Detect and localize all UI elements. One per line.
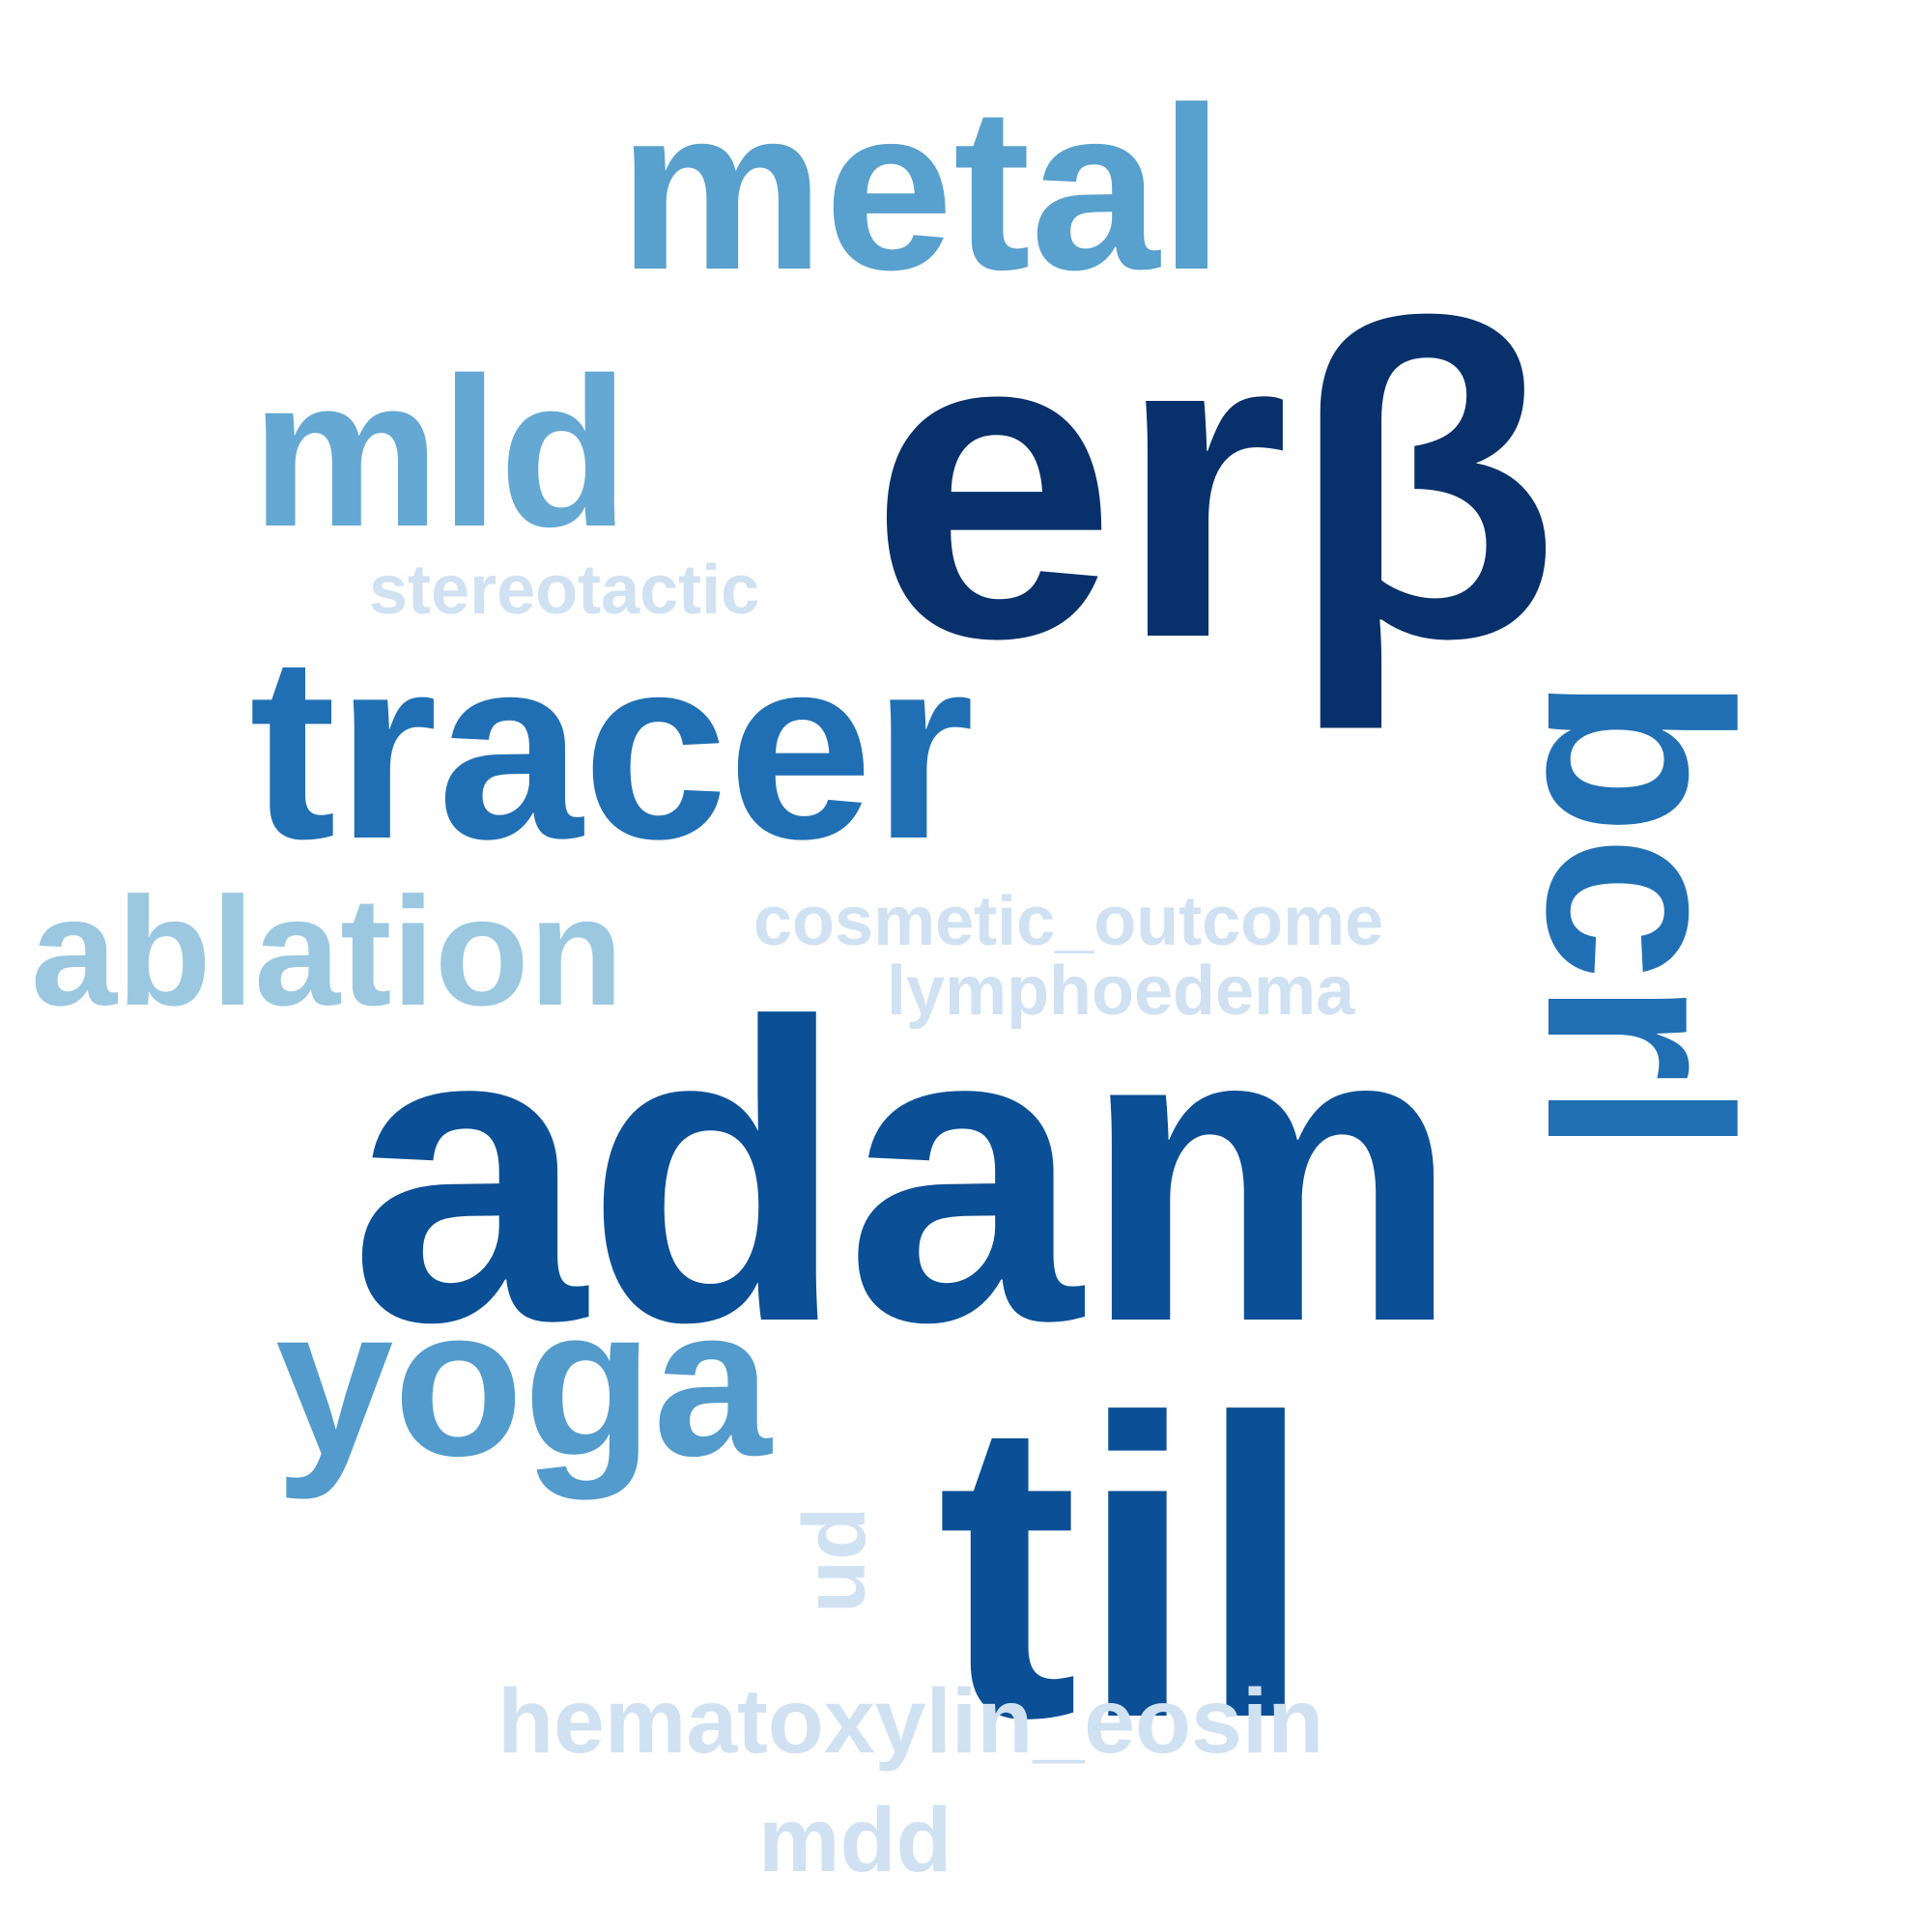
word-stereotactic: stereotactic: [369, 552, 760, 629]
word-tracer: tracer: [249, 603, 975, 894]
word-bcrl: bcrl: [1492, 676, 1783, 1155]
word-hematoxylin-eosin: hematoxylin_eosin: [497, 1670, 1324, 1773]
word-pn: pn: [799, 1507, 895, 1613]
word-lymphoedema: lymphoedema: [887, 952, 1355, 1030]
word-til: til: [937, 1332, 1316, 1806]
word-ablation: ablation: [31, 865, 624, 1037]
word-cosmetic-outcome: cosmetic_outcome: [753, 883, 1384, 960]
word-mdd: mdd: [758, 1789, 952, 1891]
word-erb: erβ: [869, 235, 1561, 730]
word-mld: mld: [251, 333, 630, 571]
word-metal: metal: [618, 59, 1224, 318]
word-adam: adam: [350, 936, 1461, 1410]
word-yoga: yoga: [275, 1263, 772, 1500]
